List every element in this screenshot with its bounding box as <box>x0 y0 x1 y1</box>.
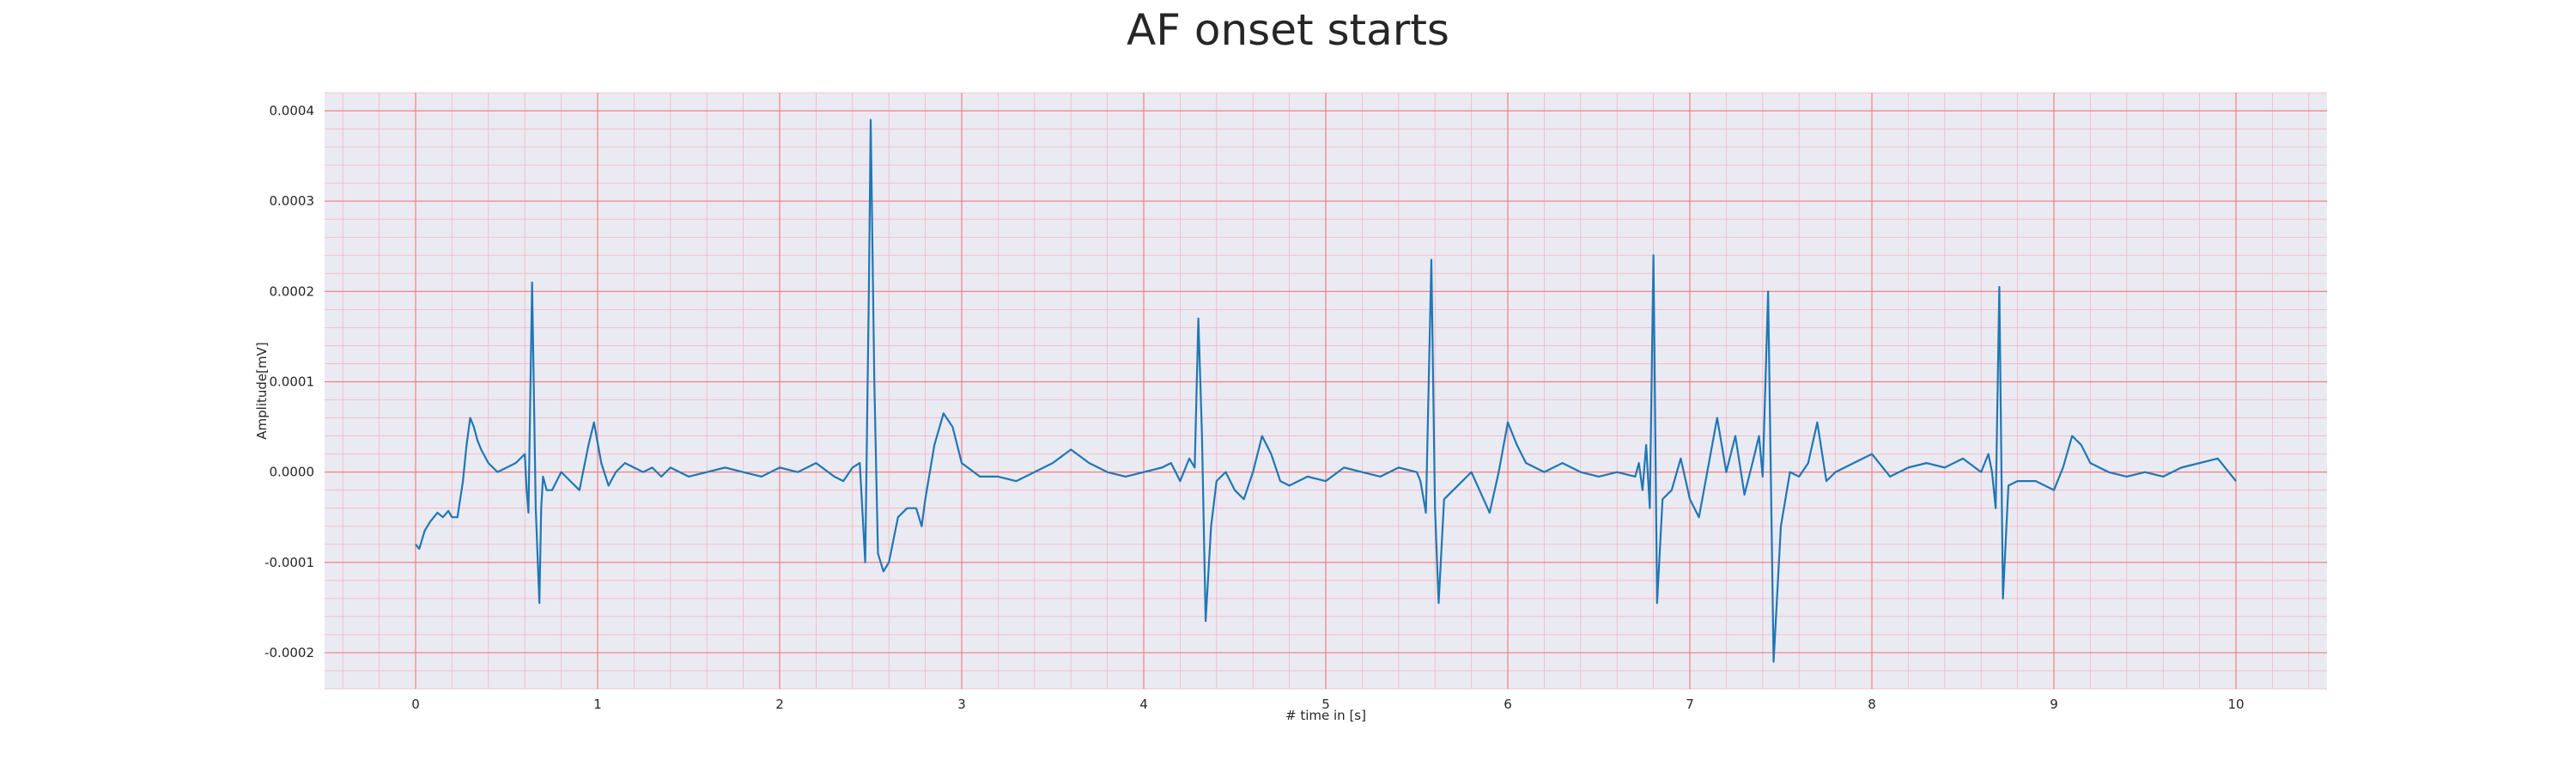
x-tick-label: 0 <box>411 697 420 712</box>
y-tick-label: -0.0001 <box>264 555 314 570</box>
y-axis-ticks: -0.0002 -0.0001 0.0000 0.0001 0.0002 0.0003 0.… <box>264 103 314 660</box>
y-tick-label: 0.0001 <box>270 374 315 389</box>
x-tick-label: 8 <box>1868 697 1876 712</box>
x-tick-label: 7 <box>1686 697 1694 712</box>
y-tick-label: 0.0002 <box>270 283 315 299</box>
x-tick-label: 4 <box>1139 697 1148 712</box>
y-axis-label: Amplitude[mV] <box>254 342 270 439</box>
x-tick-label: 3 <box>957 697 966 712</box>
x-tick-label: 2 <box>775 697 784 712</box>
y-tick-label: 0.0000 <box>270 465 315 480</box>
y-tick-label: 0.0004 <box>270 103 315 119</box>
y-tick-label: 0.0003 <box>270 193 315 209</box>
y-tick-label: -0.0002 <box>264 645 314 660</box>
x-tick-label: 6 <box>1504 697 1512 712</box>
x-axis-label: # time in [s] <box>1285 708 1366 723</box>
x-tick-label: 1 <box>593 697 602 712</box>
x-tick-label: 10 <box>2227 697 2244 712</box>
x-tick-label: 9 <box>2050 697 2058 712</box>
